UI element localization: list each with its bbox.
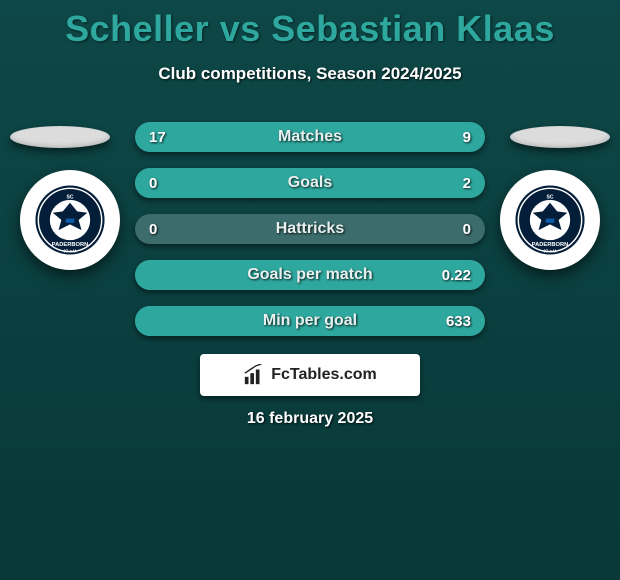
stat-value-right: 633 bbox=[425, 313, 485, 330]
stat-label: Matches bbox=[195, 128, 425, 146]
stat-row: 17Matches9 bbox=[135, 122, 485, 152]
stat-row: 0Hattricks0 bbox=[135, 214, 485, 244]
svg-text:PADERBORN: PADERBORN bbox=[52, 242, 89, 248]
stat-value-right: 2 bbox=[425, 175, 485, 192]
stat-value-right: 0.22 bbox=[425, 267, 485, 284]
stat-label: Hattricks bbox=[195, 220, 425, 238]
right-flag-placeholder bbox=[510, 126, 610, 148]
left-flag-placeholder bbox=[10, 126, 110, 148]
page-title: Scheller vs Sebastian Klaas bbox=[0, 0, 620, 50]
stat-row: Goals per match0.22 bbox=[135, 260, 485, 290]
stat-label: Goals per match bbox=[195, 266, 425, 284]
stat-value-right: 0 bbox=[425, 221, 485, 238]
stat-value-left: 17 bbox=[135, 129, 195, 146]
footer-brand-box: FcTables.com bbox=[200, 354, 420, 396]
svg-text:SC: SC bbox=[67, 194, 74, 200]
footer-brand-text: FcTables.com bbox=[271, 366, 377, 384]
left-team-crest: SC PADERBORN 07 e.V. bbox=[20, 170, 120, 270]
page-subtitle: Club competitions, Season 2024/2025 bbox=[0, 64, 620, 84]
stat-label: Goals bbox=[195, 174, 425, 192]
stat-value-right: 9 bbox=[425, 129, 485, 146]
svg-text:07 e.V.: 07 e.V. bbox=[543, 248, 556, 253]
date-text: 16 february 2025 bbox=[0, 410, 620, 428]
stats-container: 17Matches90Goals20Hattricks0Goals per ma… bbox=[135, 122, 485, 352]
svg-text:07 e.V.: 07 e.V. bbox=[63, 248, 76, 253]
stat-label: Min per goal bbox=[195, 312, 425, 330]
stat-row: 0Goals2 bbox=[135, 168, 485, 198]
bar-chart-icon bbox=[243, 364, 265, 386]
stat-value-left: 0 bbox=[135, 221, 195, 238]
svg-text:PADERBORN: PADERBORN bbox=[532, 242, 569, 248]
stat-value-left: 0 bbox=[135, 175, 195, 192]
paderborn-crest-icon: SC PADERBORN 07 e.V. bbox=[34, 184, 106, 256]
paderborn-crest-icon: SC PADERBORN 07 e.V. bbox=[514, 184, 586, 256]
right-team-crest: SC PADERBORN 07 e.V. bbox=[500, 170, 600, 270]
svg-text:SC: SC bbox=[547, 194, 554, 200]
stat-row: Min per goal633 bbox=[135, 306, 485, 336]
